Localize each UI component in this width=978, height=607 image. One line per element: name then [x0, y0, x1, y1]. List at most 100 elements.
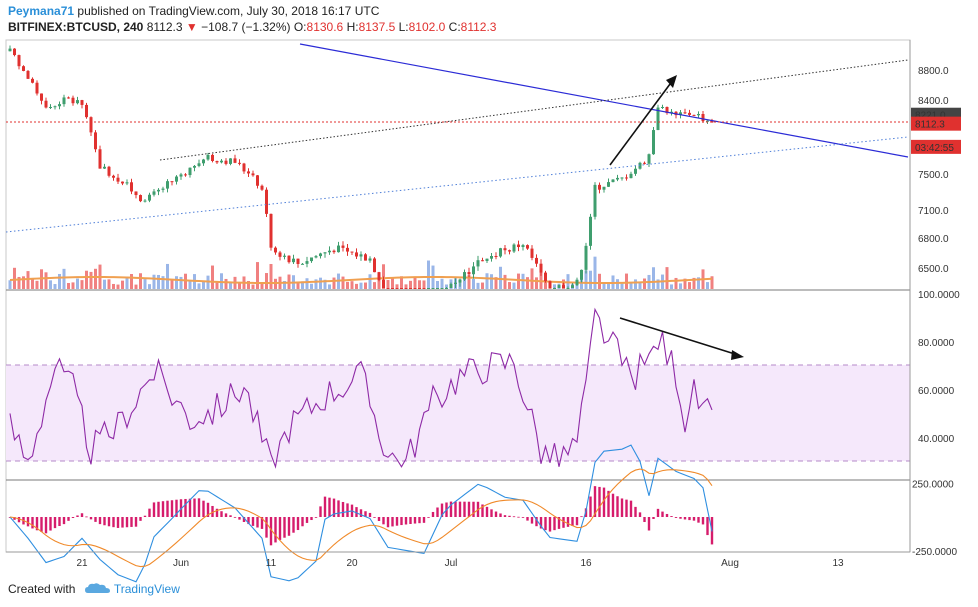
volume-bar [152, 274, 156, 289]
candle-body [242, 163, 246, 172]
volume-bar [26, 271, 30, 289]
candle-body [476, 260, 480, 267]
tradingview-brand[interactable]: TradingView [113, 582, 180, 596]
candle-body [103, 166, 106, 169]
volume-bar [58, 273, 61, 289]
time-axis-label[interactable]: 11 [266, 558, 277, 569]
price-tick-label[interactable]: 6500.0 [918, 264, 949, 275]
rsi-tick-label[interactable]: 60.0000 [918, 386, 955, 397]
candle-body [166, 181, 169, 189]
time-axis-label[interactable]: Jul [445, 558, 458, 569]
channel-bottom-line[interactable] [5, 136, 909, 233]
candle-body [98, 149, 102, 169]
price-axis-labels[interactable]: 8800.0 8400.0 7500.0 7100.0 6800.0 6500.0 [918, 66, 949, 275]
macd-hist-bar [170, 500, 174, 517]
volume-bar [395, 284, 399, 289]
price-tick-label[interactable]: 6800.0 [918, 234, 949, 245]
volume-bar [413, 276, 417, 289]
candle-body [179, 174, 183, 177]
volume-bar [616, 279, 619, 289]
candle-body [368, 258, 372, 261]
macd-hist-bar [341, 501, 345, 517]
time-axis-label[interactable]: Aug [721, 558, 739, 569]
price-tick-label[interactable]: 7100.0 [918, 206, 949, 217]
macd-hist-bar [319, 506, 322, 517]
macd-hist-bar [629, 500, 633, 517]
rsi-axis-labels[interactable]: 100.0000 80.0000 60.0000 40.0000 [918, 290, 960, 445]
macd-hist-bar [143, 515, 147, 517]
macd-hist-bar [418, 517, 421, 524]
time-axis-label[interactable]: 16 [580, 558, 592, 569]
macd-hist-bar [202, 500, 205, 517]
candle-body [638, 162, 642, 169]
volume-bar [364, 282, 367, 289]
macd-hist-bar [211, 505, 214, 517]
macd-hist-bar [197, 498, 201, 517]
volume-bar [607, 283, 610, 289]
candle-body [22, 66, 25, 71]
rsi-tick-label[interactable]: 80.0000 [918, 338, 955, 349]
candle-body [350, 251, 354, 253]
macd-tick-label[interactable]: 250.0000 [912, 479, 954, 490]
candle-body [112, 175, 115, 178]
volume-bar [76, 278, 79, 289]
macd-hist-bar [692, 517, 696, 521]
price-tag-label: 03:42:55 [915, 143, 954, 154]
macd-hist-bar [647, 517, 651, 531]
author-name[interactable]: Peymana71 [8, 4, 75, 18]
candle-body [17, 55, 21, 67]
time-axis-label[interactable]: Jun [173, 558, 189, 569]
candle-body [580, 269, 583, 280]
macd-hist-bar [98, 517, 102, 525]
candle-body [278, 252, 282, 257]
rsi-tick-label[interactable]: 40.0000 [918, 434, 955, 445]
volume-bar [94, 268, 97, 289]
macd-hist-bar [512, 516, 516, 518]
arrow-divergence-line[interactable] [619, 317, 739, 356]
candle-body [161, 188, 165, 190]
candle-body [94, 132, 97, 150]
macd-hist-bar [481, 504, 484, 517]
macd-hist-bar [467, 501, 471, 517]
arrow-up-line[interactable] [609, 79, 674, 166]
macd-hist-bar [89, 517, 93, 520]
symbol: BITFINEX:BTCUSD, 240 [8, 20, 144, 34]
macd-line [9, 444, 713, 583]
time-axis-label[interactable]: 21 [76, 558, 88, 569]
volume-bar [593, 256, 597, 289]
volume-bar [301, 281, 304, 289]
candle-body [620, 177, 624, 179]
volume-bar [535, 277, 538, 289]
macd-hist-bar [490, 509, 493, 517]
macd-hist-bar [125, 517, 129, 528]
macd-hist-bar [107, 517, 111, 527]
macd-hist-bar [400, 517, 403, 526]
time-axis-label[interactable]: 13 [832, 558, 844, 569]
macd-hist-bar [310, 517, 313, 521]
volume-bar [526, 277, 529, 289]
price-tick-label[interactable]: 8800.0 [918, 66, 949, 77]
macd-hist-bar [238, 517, 241, 520]
price-tick-label[interactable]: 8400.0 [918, 96, 949, 107]
candle-body [143, 200, 147, 202]
volume-bar [13, 267, 16, 289]
candle-body [382, 279, 385, 288]
close-label: C: [448, 20, 461, 34]
rsi-tick-label[interactable]: 100.0000 [918, 290, 960, 301]
candle-body [652, 130, 655, 155]
low-value: 8102.0 [408, 20, 446, 34]
time-axis-labels[interactable]: 21 Jun 11 20 Jul 16 Aug 13 [76, 558, 844, 569]
volume-bar [508, 282, 511, 289]
volume-bar [175, 276, 178, 289]
volume-bar [544, 278, 547, 289]
macd-hist-bar [161, 501, 165, 517]
time-axis-label[interactable]: 20 [346, 558, 358, 569]
trendline-descending[interactable] [299, 43, 909, 158]
candle-body [206, 154, 210, 160]
volume-bar [445, 284, 448, 289]
price-tick-label[interactable]: 7500.0 [918, 170, 949, 181]
macd-axis-labels[interactable]: 250.0000 -250.0000 [912, 479, 957, 558]
macd-tick-label[interactable]: -250.0000 [912, 547, 957, 558]
macd-hist-bar [602, 487, 606, 517]
